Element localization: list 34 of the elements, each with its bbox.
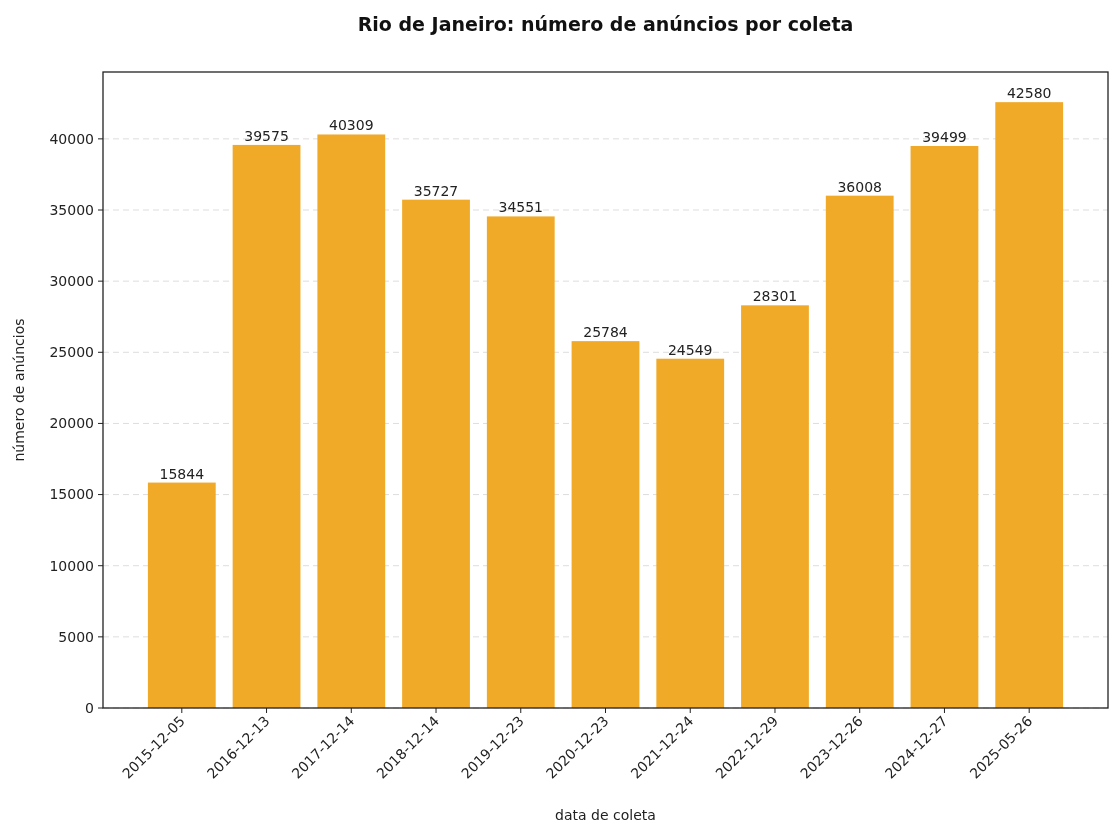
y-tick-label: 0 (85, 699, 94, 716)
bar (147, 482, 216, 708)
chart-title: Rio de Janeiro: número de anúncios por coleta (357, 13, 854, 35)
bar (741, 305, 809, 708)
data-label: 15844 (159, 465, 205, 482)
bar (995, 102, 1064, 708)
y-tick-label: 5000 (58, 628, 94, 645)
bar (656, 358, 725, 708)
y-axis-title: número de anúncios (11, 318, 27, 462)
data-label: 25784 (583, 324, 628, 341)
x-axis-title: data de coleta (555, 807, 656, 822)
bar (825, 195, 894, 708)
data-label: 39499 (922, 129, 967, 145)
y-tick-label: 10000 (49, 557, 94, 574)
y-tick-label: 30000 (49, 273, 94, 290)
data-label: 39575 (244, 127, 289, 144)
y-tick-label: 40000 (49, 130, 94, 147)
data-label: 40309 (329, 117, 374, 134)
y-tick-label: 15000 (49, 486, 94, 503)
bar (910, 146, 979, 708)
bar (402, 199, 470, 708)
y-tick-label: 20000 (49, 415, 94, 432)
bar (317, 134, 386, 708)
bar (571, 341, 640, 708)
y-tick-label: 35000 (49, 201, 94, 218)
data-label: 28301 (752, 288, 798, 305)
y-tick-label: 25000 (49, 344, 94, 361)
data-label: 42580 (1006, 85, 1052, 102)
data-label: 34551 (498, 199, 544, 216)
data-label: 24549 (667, 341, 713, 358)
bar (486, 216, 555, 708)
data-label: 35727 (413, 182, 459, 199)
data-label: 36008 (837, 178, 882, 195)
bar (232, 144, 301, 708)
